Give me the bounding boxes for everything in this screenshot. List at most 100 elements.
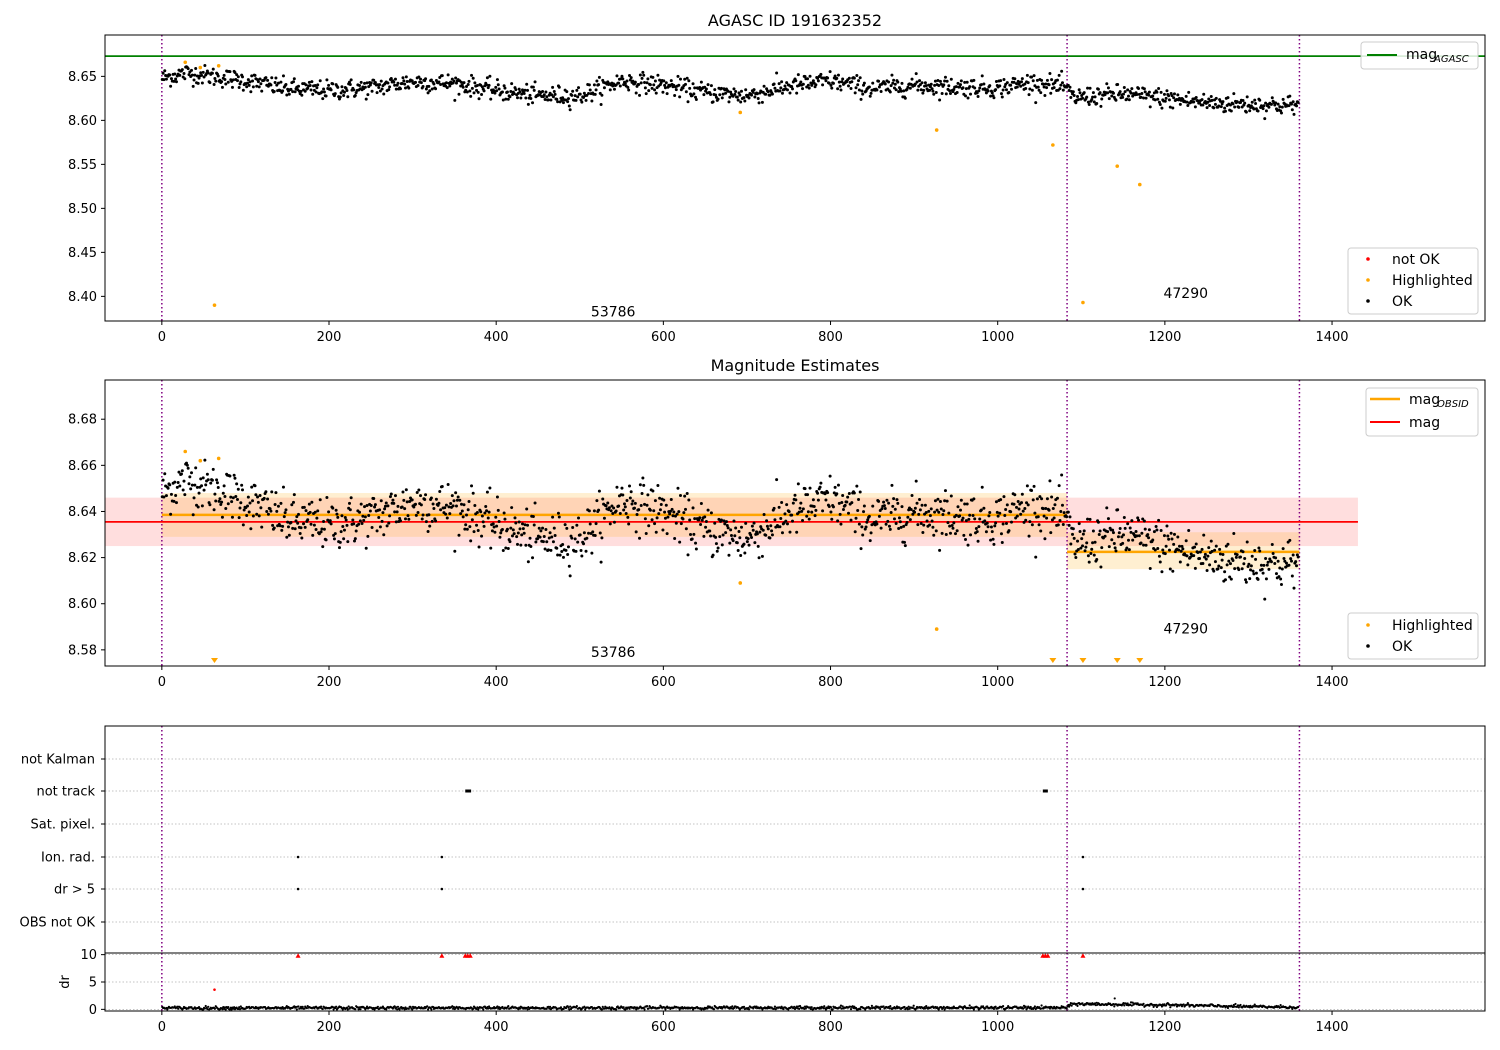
ok-point xyxy=(663,83,667,87)
ok-point xyxy=(882,500,886,504)
ok-point xyxy=(271,523,275,527)
ok-point xyxy=(663,510,667,514)
ok-point xyxy=(877,514,881,518)
ok-point xyxy=(1219,566,1223,570)
ok-point xyxy=(268,507,272,511)
ok-point xyxy=(841,507,845,511)
ok-point xyxy=(688,518,692,522)
ok-point xyxy=(281,524,285,528)
dr-point xyxy=(826,1007,829,1010)
dr-point xyxy=(1094,1004,1098,1007)
ok-point xyxy=(1274,556,1278,560)
panel-dr-frame xyxy=(104,952,1486,1012)
ok-point xyxy=(1180,544,1184,548)
ok-point xyxy=(373,81,377,85)
ok-point xyxy=(699,501,703,505)
ok-point xyxy=(998,511,1002,515)
dr-point xyxy=(575,1005,578,1008)
ok-point xyxy=(378,508,382,512)
ok-point xyxy=(990,530,994,534)
ok-point xyxy=(915,501,919,505)
ok-point xyxy=(980,485,984,489)
ok-point xyxy=(1060,503,1064,507)
ok-point xyxy=(1111,91,1115,95)
ok-point xyxy=(625,79,629,83)
ok-point xyxy=(709,93,713,97)
dr-point xyxy=(1029,1005,1032,1009)
ok-point xyxy=(861,533,865,537)
ok-point xyxy=(465,90,469,94)
ok-point xyxy=(800,509,804,513)
ok-point xyxy=(1076,539,1080,543)
ok-point xyxy=(698,516,702,520)
ok-point xyxy=(769,524,773,528)
ok-point xyxy=(913,510,917,514)
ok-point xyxy=(188,475,192,479)
ok-point xyxy=(306,86,310,90)
ok-point xyxy=(222,73,226,77)
ok-point xyxy=(250,74,254,78)
not-track-marker xyxy=(465,789,472,793)
panel-dr-ytick-label: 5 xyxy=(89,976,97,991)
ok-point xyxy=(948,91,952,95)
ok-point xyxy=(164,494,168,498)
ok-point xyxy=(717,517,721,521)
dr-point xyxy=(1081,1002,1084,1005)
ok-point xyxy=(365,503,369,507)
ok-point xyxy=(921,530,925,534)
highlighted-point xyxy=(198,65,203,70)
ok-point xyxy=(937,510,941,514)
ok-point xyxy=(1080,537,1084,541)
ok-point xyxy=(479,510,483,514)
ok-point xyxy=(1192,554,1196,558)
ok-point xyxy=(375,91,379,95)
ok-point xyxy=(229,495,233,499)
ok-point xyxy=(829,83,833,87)
ok-point xyxy=(713,88,717,92)
panel-mag-ytick-label: 8.60 xyxy=(68,597,97,612)
ok-point xyxy=(1140,91,1144,95)
ok-point xyxy=(977,89,981,93)
ok-point xyxy=(201,70,205,74)
ok-point xyxy=(780,531,784,535)
ok-point xyxy=(1172,96,1176,100)
ok-point xyxy=(410,498,414,502)
ok-point xyxy=(777,505,781,509)
ok-point xyxy=(1077,88,1081,92)
ok-point xyxy=(899,89,903,93)
ok-point xyxy=(396,504,400,508)
ok-point xyxy=(1253,549,1257,553)
ok-point xyxy=(183,493,187,497)
ok-point xyxy=(1253,98,1257,102)
ok-point xyxy=(1127,98,1131,102)
ok-point xyxy=(1142,543,1146,547)
ok-point xyxy=(1169,531,1173,535)
ok-point xyxy=(1259,563,1263,567)
ok-point xyxy=(1107,97,1111,101)
ok-point xyxy=(375,529,379,533)
ok-point xyxy=(1179,549,1183,553)
ok-point xyxy=(1187,90,1191,94)
ok-point xyxy=(980,74,984,78)
ok-point xyxy=(373,503,377,507)
ok-point xyxy=(1089,552,1093,556)
ok-point xyxy=(810,83,814,87)
ok-point xyxy=(643,86,647,90)
dr-point xyxy=(1024,1005,1027,1008)
ok-point xyxy=(1177,544,1181,548)
ok-point xyxy=(314,90,318,94)
ok-point xyxy=(1264,109,1268,113)
ok-point xyxy=(1004,88,1008,92)
ok-point xyxy=(499,531,503,535)
ok-point xyxy=(1013,493,1017,497)
ok-point xyxy=(716,546,720,550)
ok-point xyxy=(168,483,172,487)
dr-point xyxy=(895,1005,899,1008)
ok-point xyxy=(849,86,853,90)
ok-point xyxy=(903,96,907,100)
dr-point xyxy=(452,1006,456,1009)
ok-point xyxy=(1241,550,1245,554)
ok-point xyxy=(996,514,1000,518)
ok-point xyxy=(1196,99,1200,103)
